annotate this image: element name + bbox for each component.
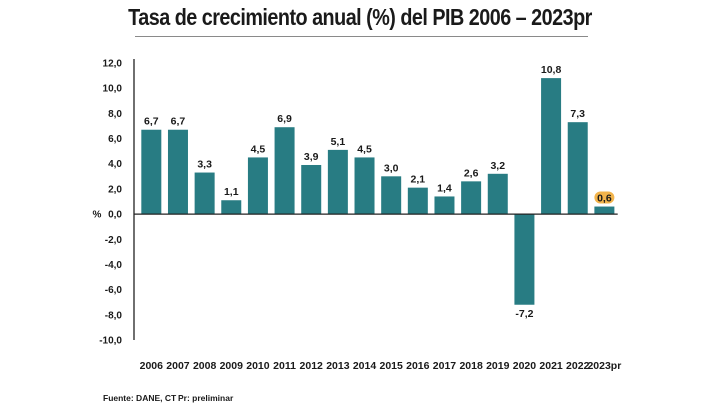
bar-2018	[461, 181, 482, 215]
bar-2019	[487, 173, 508, 215]
category-label-2017: 2017	[433, 360, 457, 372]
value-label-2014: 4,5	[357, 143, 372, 155]
source-note: Fuente: DANE, CT	[103, 393, 177, 403]
y-tick-label: 0,0	[108, 210, 122, 221]
bar-2023pr	[594, 206, 615, 215]
value-label-2006: 6,7	[144, 116, 159, 128]
y-tick-label: 12,0	[103, 59, 123, 70]
category-label-2016: 2016	[406, 360, 430, 372]
y-tick-label: -6,0	[105, 285, 123, 296]
bar-2022	[567, 122, 588, 215]
bar-2007	[167, 129, 188, 215]
category-label-2022: 2022	[566, 360, 590, 372]
bar-2010	[247, 157, 268, 215]
preliminary-note: Pr: preliminar	[178, 393, 234, 403]
bar-2016	[407, 187, 428, 215]
category-label-2015: 2015	[380, 360, 404, 372]
y-axis-ticks: 12,0 10,0 8,0 6,0 4,0 2,0 0,0 -2,0 -4,0 -6,0 -8,0 -…	[99, 59, 122, 347]
category-label-2020: 2020	[513, 360, 537, 372]
bar-2015	[381, 176, 402, 215]
bar-2017	[434, 196, 455, 215]
value-label-2016: 2,1	[411, 174, 426, 186]
highlight-badges	[594, 191, 615, 204]
category-label-2010: 2010	[246, 360, 270, 372]
y-tick-label: 8,0	[108, 109, 122, 120]
bar-2014	[354, 157, 375, 215]
y-tick-label: -4,0	[105, 260, 123, 271]
category-label-2023pr: 2023pr	[587, 360, 621, 372]
bar-2011	[274, 127, 295, 215]
y-tick-label: -2,0	[105, 235, 123, 246]
value-label-2021: 10,8	[541, 64, 562, 76]
value-label-2009: 1,1	[224, 186, 239, 198]
value-label-2018: 2,6	[464, 167, 479, 179]
y-tick-label: -8,0	[105, 310, 123, 321]
category-label-2011: 2011	[273, 360, 296, 372]
y-tick-label: 10,0	[103, 84, 123, 95]
bar-2009	[221, 200, 242, 215]
y-tick-label: 6,0	[108, 134, 122, 145]
value-label-2017: 1,4	[437, 182, 452, 194]
value-label-2023pr: 0,6	[597, 193, 612, 205]
value-label-2019: 3,2	[490, 160, 505, 172]
category-label-2013: 2013	[326, 360, 350, 372]
category-label-2021: 2021	[539, 360, 563, 372]
value-label-2022: 7,3	[570, 108, 585, 120]
title-underline	[135, 36, 588, 37]
y-tick-label: -10,0	[99, 336, 122, 347]
value-label-2008: 3,3	[197, 159, 212, 171]
category-label-2006: 2006	[140, 360, 164, 372]
category-label-2007: 2007	[166, 360, 190, 372]
value-label-2010: 4,5	[251, 143, 266, 155]
value-label-2011: 6,9	[277, 113, 292, 125]
value-label-2013: 5,1	[331, 136, 346, 148]
value-label-2020: -7,2	[515, 308, 533, 320]
category-labels: 2006 2007 2008 2009 2010 2011 2012 2013 2014 2015…	[140, 360, 622, 372]
value-label-2007: 6,7	[171, 116, 186, 128]
bar-2006	[141, 129, 162, 215]
value-label-2012: 3,9	[304, 151, 319, 163]
highlight-badge	[594, 191, 615, 204]
category-label-2018: 2018	[459, 360, 483, 372]
category-label-2019: 2019	[486, 360, 510, 372]
bar-2012	[301, 164, 322, 215]
y-tick-label: 4,0	[108, 159, 122, 170]
bar-2021	[541, 78, 562, 215]
category-label-2014: 2014	[353, 360, 377, 372]
bar-2020	[514, 214, 535, 305]
y-tick-label: 2,0	[108, 184, 122, 195]
category-label-2008: 2008	[193, 360, 217, 372]
bars	[141, 78, 615, 305]
bar-2008	[194, 172, 215, 215]
chart-title: Tasa de crecimiento anual (%) del PIB 20…	[128, 4, 592, 30]
category-label-2009: 2009	[220, 360, 244, 372]
y-axis-unit-label: %	[93, 210, 102, 221]
bar-2013	[327, 149, 348, 215]
category-label-2012: 2012	[300, 360, 324, 372]
value-labels: 6,7 6,7 3,3 1,1 4,5 6,9 3,9 5,1 4,5 3,0 2,1 1,4 2,6 3…	[144, 64, 612, 320]
value-label-2015: 3,0	[384, 162, 399, 174]
